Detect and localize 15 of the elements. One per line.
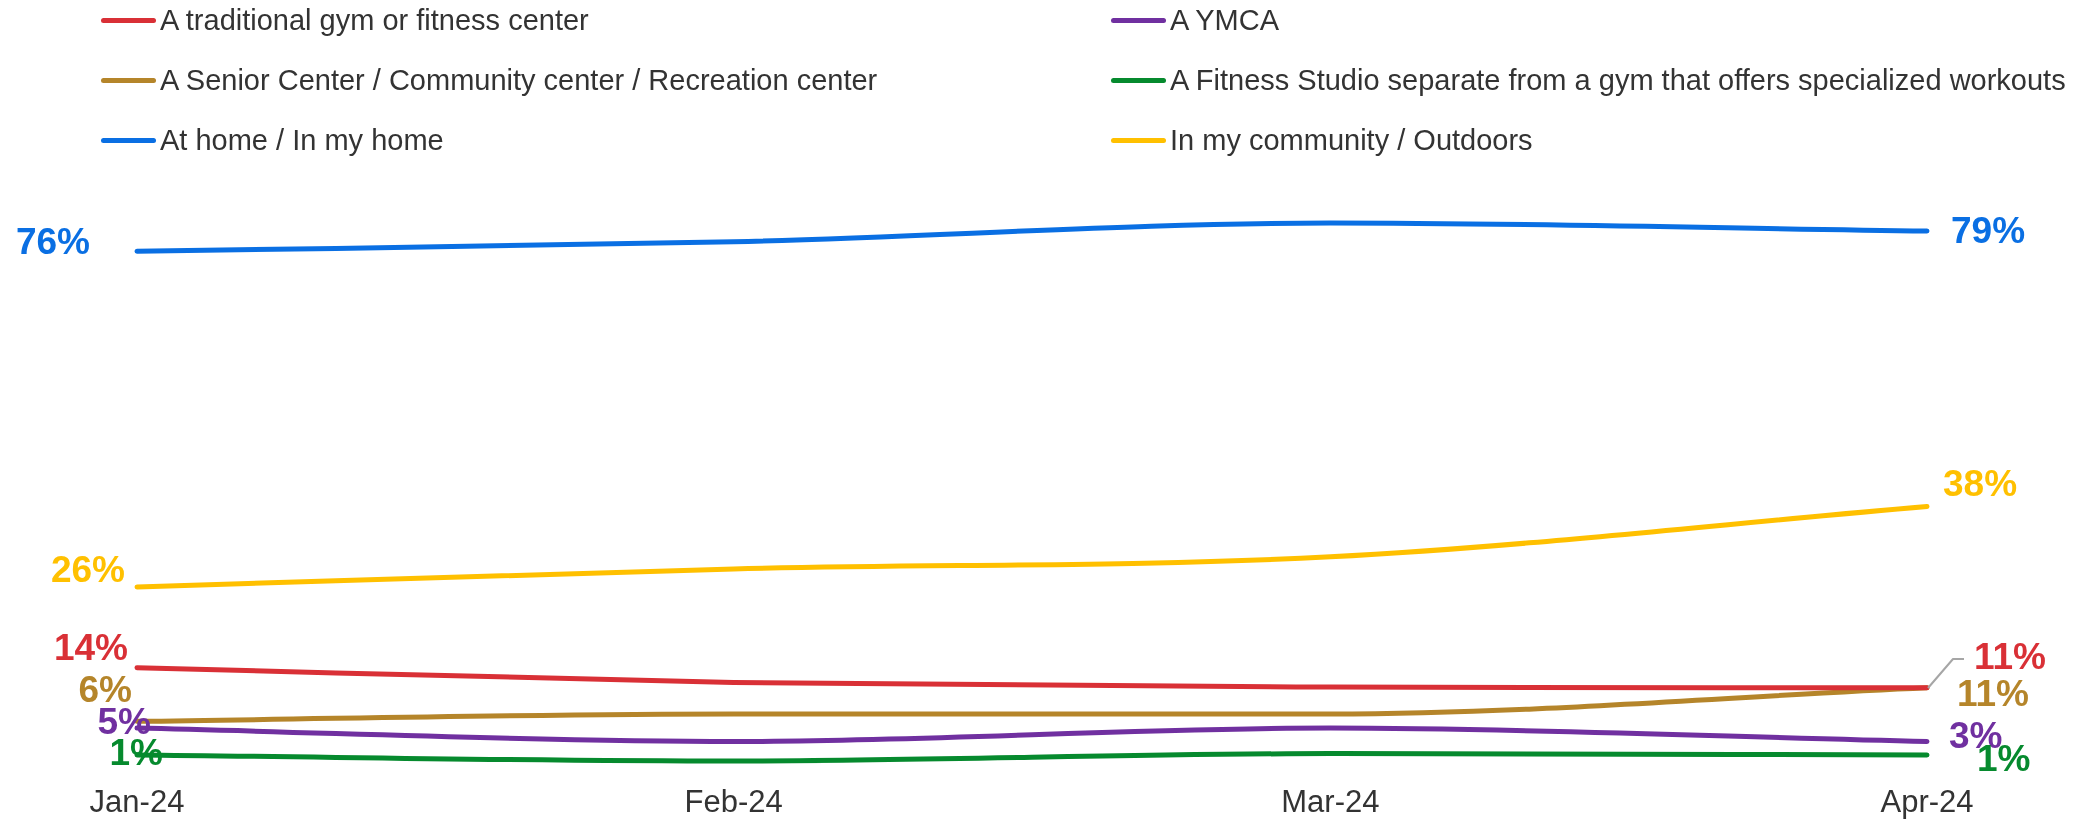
x-tick-label: Mar-24 <box>1281 784 1380 819</box>
legend-label: A traditional gym or fitness center <box>160 3 589 37</box>
x-tick-label: Feb-24 <box>684 784 783 819</box>
data-label: 76% <box>15 221 90 263</box>
x-tick-label: Apr-24 <box>1880 784 1974 819</box>
data-label: 38% <box>1943 462 2018 504</box>
data-label: 26% <box>50 549 125 591</box>
x-tick-label: Jan-24 <box>89 784 185 819</box>
legend-label: A Fitness Studio separate from a gym that offers specialized workouts <box>1170 63 2066 97</box>
legend-label: A Senior Center / Community center / Recreation center <box>160 63 878 97</box>
legend-label: At home / In my home <box>160 123 444 157</box>
data-label: 79% <box>1951 210 2026 252</box>
data-label: 14% <box>53 626 128 668</box>
legend-label: A YMCA <box>1170 3 1280 37</box>
legend-label: In my community / Outdoors <box>1170 123 1533 157</box>
